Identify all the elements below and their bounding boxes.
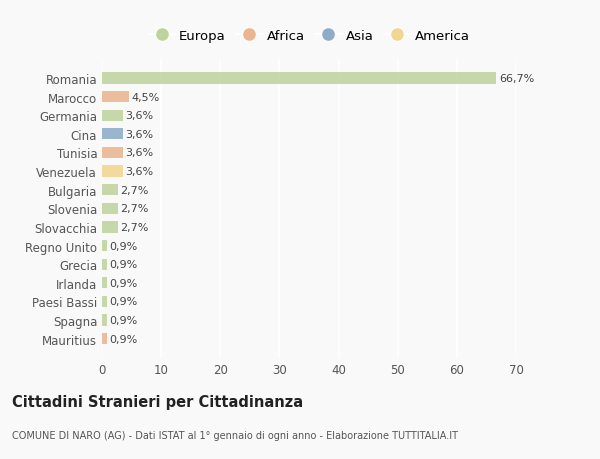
Bar: [102, 185, 118, 196]
Text: 0,9%: 0,9%: [110, 241, 138, 251]
Text: 0,9%: 0,9%: [110, 278, 138, 288]
Bar: [102, 110, 123, 122]
Bar: [102, 203, 118, 214]
Text: 4,5%: 4,5%: [131, 92, 159, 102]
Text: Cittadini Stranieri per Cittadinanza: Cittadini Stranieri per Cittadinanza: [12, 394, 303, 409]
Bar: [102, 241, 107, 252]
Text: 66,7%: 66,7%: [499, 74, 534, 84]
Bar: [102, 296, 107, 308]
Text: 0,9%: 0,9%: [110, 315, 138, 325]
Bar: [102, 166, 123, 177]
Text: 3,6%: 3,6%: [125, 129, 154, 140]
Bar: [102, 259, 107, 270]
Bar: [102, 92, 128, 103]
Text: 0,9%: 0,9%: [110, 297, 138, 307]
Text: 2,7%: 2,7%: [121, 223, 149, 232]
Text: 2,7%: 2,7%: [121, 204, 149, 214]
Bar: [102, 129, 123, 140]
Text: 2,7%: 2,7%: [121, 185, 149, 195]
Text: 0,9%: 0,9%: [110, 334, 138, 344]
Bar: [102, 278, 107, 289]
Text: 3,6%: 3,6%: [125, 111, 154, 121]
Bar: [102, 315, 107, 326]
Text: 0,9%: 0,9%: [110, 260, 138, 269]
Bar: [102, 333, 107, 344]
Text: 3,6%: 3,6%: [125, 167, 154, 177]
Bar: [102, 73, 496, 84]
Legend: Europa, Africa, Asia, America: Europa, Africa, Asia, America: [143, 24, 475, 48]
Text: COMUNE DI NARO (AG) - Dati ISTAT al 1° gennaio di ogni anno - Elaborazione TUTTI: COMUNE DI NARO (AG) - Dati ISTAT al 1° g…: [12, 431, 458, 440]
Text: 3,6%: 3,6%: [125, 148, 154, 158]
Bar: [102, 147, 123, 159]
Bar: [102, 222, 118, 233]
